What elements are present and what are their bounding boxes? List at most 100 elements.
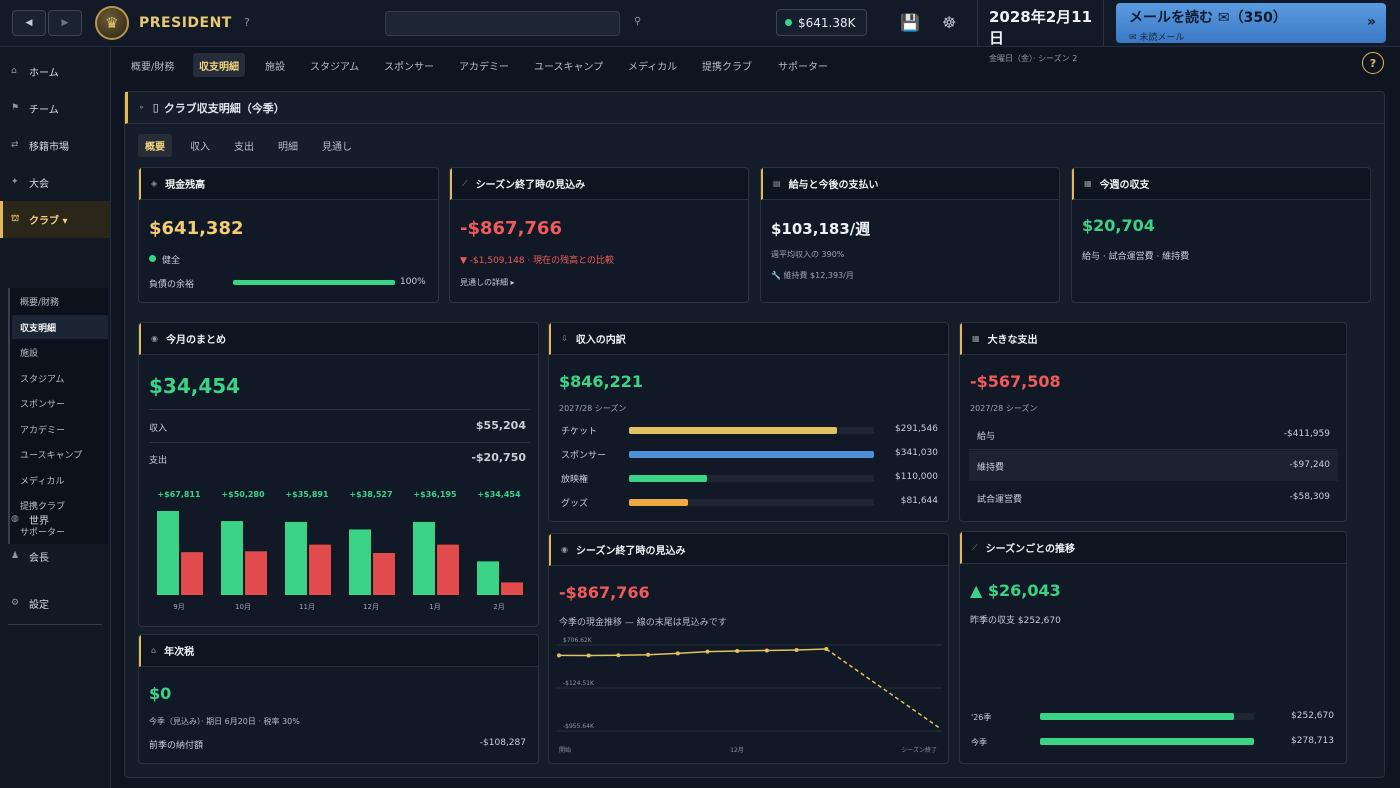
sidebar-item-competitions[interactable]: ✦ 大会 — [0, 172, 110, 192]
subtab-income[interactable]: 収入 — [190, 142, 210, 153]
submenu-item-overview[interactable]: 概要/財務 — [20, 298, 60, 308]
globe-icon[interactable]: ☸ — [942, 13, 957, 32]
income-bar-fill — [629, 427, 838, 434]
bar-value-label: +$38,527 — [349, 490, 392, 499]
home-icon: ⌂ — [11, 66, 17, 76]
cash-badge[interactable]: $641.38K — [776, 9, 867, 36]
panel-header: ⚬ ▯ クラブ収支明細（今季） — [125, 92, 1384, 124]
submenu-item-sponsors[interactable]: スポンサー — [20, 400, 66, 410]
subtab-details[interactable]: 明細 — [278, 142, 298, 153]
wage-ratio: 週平均収入の 390% — [771, 250, 845, 259]
data-point — [616, 653, 621, 658]
back-button[interactable]: ◀ — [12, 10, 46, 36]
double-chevron-right-icon: » — [1366, 14, 1376, 30]
x-tick-label: シーズン終了 — [901, 746, 937, 754]
expense-label: 維持費 — [977, 463, 1005, 473]
trend-icon: ⟋ — [972, 542, 978, 552]
income-label: 放映権 — [561, 475, 589, 485]
forecast-detail-link[interactable]: 見通しの詳細 ▸ — [460, 278, 515, 287]
cash-value: $641.38K — [798, 15, 856, 30]
sidebar-item-world[interactable]: ◍ 世界 — [0, 509, 110, 529]
submenu-item-youth-camp[interactable]: ユースキャンプ — [20, 451, 83, 461]
expense-bar — [245, 551, 267, 595]
cash-balance-value: $641,382 — [149, 218, 244, 239]
sidebar-item-settings[interactable]: ⚙ 設定 — [0, 593, 110, 613]
trend-value: ▲ $26,043 — [970, 581, 1061, 600]
x-tick-label: 9月 — [173, 603, 184, 611]
subtab-summary[interactable]: 概要 — [138, 134, 172, 157]
expense-season: 2027/28 シーズン — [970, 404, 1038, 413]
read-mail-button[interactable]: メールを読む ✉（350） ✉ 未読メール » — [1116, 3, 1386, 43]
submenu-item-medical[interactable]: メディカル — [20, 477, 65, 487]
tab-facilities[interactable]: 施設 — [265, 61, 285, 73]
tab-youth-camp[interactable]: ユースキャンプ — [534, 61, 604, 73]
submenu-item-stadium[interactable]: スタジアム — [20, 375, 65, 385]
club-logo-icon: ♛ — [95, 6, 129, 40]
income-bar-fill — [629, 475, 708, 482]
submenu-item-academy[interactable]: アカデミー — [20, 426, 66, 436]
sidebar-item-label: 大会 — [29, 178, 49, 190]
submenu-item-partner-clubs[interactable]: 提携クラブ — [20, 502, 66, 512]
bank-icon: ⌂ — [151, 646, 157, 655]
data-point — [675, 651, 680, 656]
x-tick-label: 2月 — [493, 603, 504, 611]
expense-bar — [309, 544, 331, 595]
calendar-icon: ▦ — [1084, 179, 1092, 188]
health-dot-icon — [149, 255, 156, 262]
globe-icon: ◍ — [11, 514, 19, 524]
sidebar-divider — [8, 624, 102, 625]
tab-academy[interactable]: アカデミー — [459, 61, 509, 73]
tab-overview[interactable]: 概要/財務 — [131, 61, 175, 73]
card-header: ◈ 現金残高 — [139, 168, 438, 200]
help-icon[interactable]: ? — [244, 16, 250, 29]
income-bar — [413, 521, 435, 595]
search-icon[interactable]: ⚲ — [634, 16, 642, 27]
sidebar-item-transfer[interactable]: ⇄ 移籍市場 — [0, 135, 110, 155]
subtab-expense[interactable]: 支出 — [234, 142, 254, 153]
x-tick-label: 開始 — [559, 746, 571, 754]
submenu-item-income-statement[interactable]: 収支明細 — [12, 315, 108, 339]
submenu-item-supporters[interactable]: サポーター — [20, 528, 66, 538]
income-total-value: $846,221 — [559, 372, 644, 391]
income-value: $81,644 — [900, 496, 938, 506]
bar-value-label: +$36,195 — [413, 490, 457, 499]
trend-bar-fill — [1040, 738, 1254, 745]
tab-supporters[interactable]: サポーター — [778, 61, 828, 73]
sidebar-item-home[interactable]: ⌂ ホーム — [0, 61, 110, 81]
x-tick-label: 12月 — [730, 747, 744, 754]
club-submenu: 概要/財務 収支明細 施設 スタジアム スポンサー アカデミー ユースキャンプ … — [8, 288, 108, 544]
tab-partner-clubs[interactable]: 提携クラブ — [702, 61, 752, 73]
help-icon[interactable]: ? — [1362, 52, 1384, 74]
trophy-icon: ✦ — [11, 177, 19, 187]
sidebar-item-club[interactable]: ⛫ クラブ ▾ — [0, 201, 110, 238]
major-expenses-card: ▦ 大きな支出 -$567,508 2027/28 シーズン 給与 -$411,9… — [959, 322, 1347, 522]
monthly-income-label: 収入 — [149, 424, 168, 434]
cash-balance-card: ◈ 現金残高 $641,382 健全 負債の余裕 100% — [138, 167, 439, 303]
sidebar-item-chairman[interactable]: ♟ 会長 — [0, 546, 110, 566]
data-point — [705, 649, 710, 654]
subtab-forecast[interactable]: 見通し — [322, 142, 352, 153]
tab-sponsors[interactable]: スポンサー — [384, 61, 434, 73]
document-icon: ▤ — [773, 179, 781, 188]
sidebar-item-label: チーム — [29, 104, 59, 116]
calendar-icon: ◉ — [151, 334, 158, 343]
card-header: ▤ 給与と今後の支払い — [761, 168, 1059, 200]
submenu-item-facilities[interactable]: 施設 — [20, 349, 39, 359]
y-tick-label: -$124.51K — [563, 680, 595, 687]
income-bar — [349, 529, 371, 595]
tab-stadium[interactable]: スタジアム — [310, 61, 360, 73]
save-icon[interactable]: 💾 — [900, 13, 920, 32]
tab-income-statement[interactable]: 収支明細 — [193, 53, 245, 77]
team-icon: ⚑ — [11, 103, 20, 113]
data-point — [764, 648, 769, 653]
cash-forecast-card: ◉ シーズン終了時の見込み -$867,766 今季の現金推移 — 線の末尾は見込… — [548, 533, 949, 764]
tab-medical[interactable]: メディカル — [628, 61, 678, 73]
expense-bar — [181, 552, 203, 595]
weekly-balance-desc: 給与 · 試合運営費 · 維持費 — [1082, 252, 1190, 262]
sidebar-item-team[interactable]: ⚑ チーム — [0, 98, 110, 118]
forward-button[interactable]: ▶ — [48, 10, 82, 36]
income-bar — [629, 451, 874, 458]
search-input[interactable] — [385, 11, 620, 36]
season-trend-card: ⟋ シーズンごとの推移 ▲ $26,043 昨季の収支 $252,670 '26季… — [959, 531, 1347, 764]
card-header: ◉ 今月のまとめ — [139, 323, 538, 355]
